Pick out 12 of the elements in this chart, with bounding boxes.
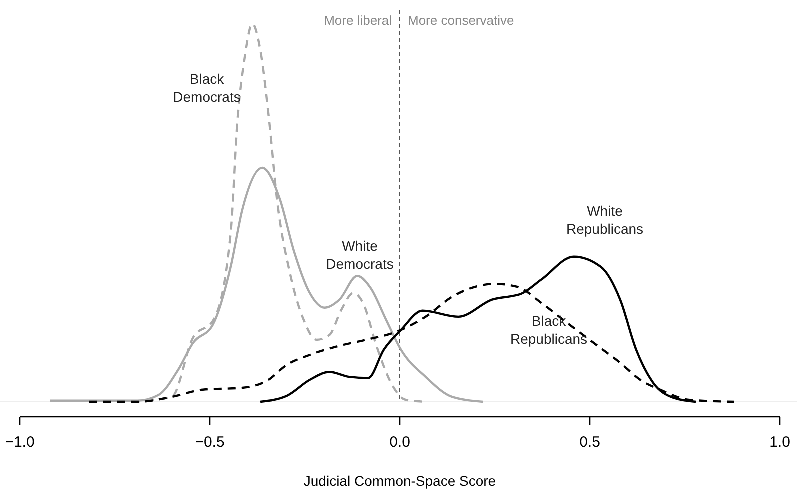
x-tick-label: 0.0 — [390, 434, 410, 451]
x-tick-label: −0.5 — [195, 434, 225, 451]
annotation: More liberal — [324, 13, 392, 28]
series-label: White Democrats — [326, 238, 394, 272]
series-label: Black Republicans — [510, 313, 588, 347]
annotation: More conservative — [408, 13, 514, 28]
x-tick-label: 1.0 — [770, 434, 790, 451]
x-tick-label: −1.0 — [5, 434, 35, 451]
x-axis-title: Judicial Common-Space Score — [304, 473, 496, 489]
series-label: Black Democrats — [173, 71, 241, 105]
x-tick-label: 0.5 — [580, 434, 600, 451]
series-label: White Republicans — [566, 203, 644, 237]
